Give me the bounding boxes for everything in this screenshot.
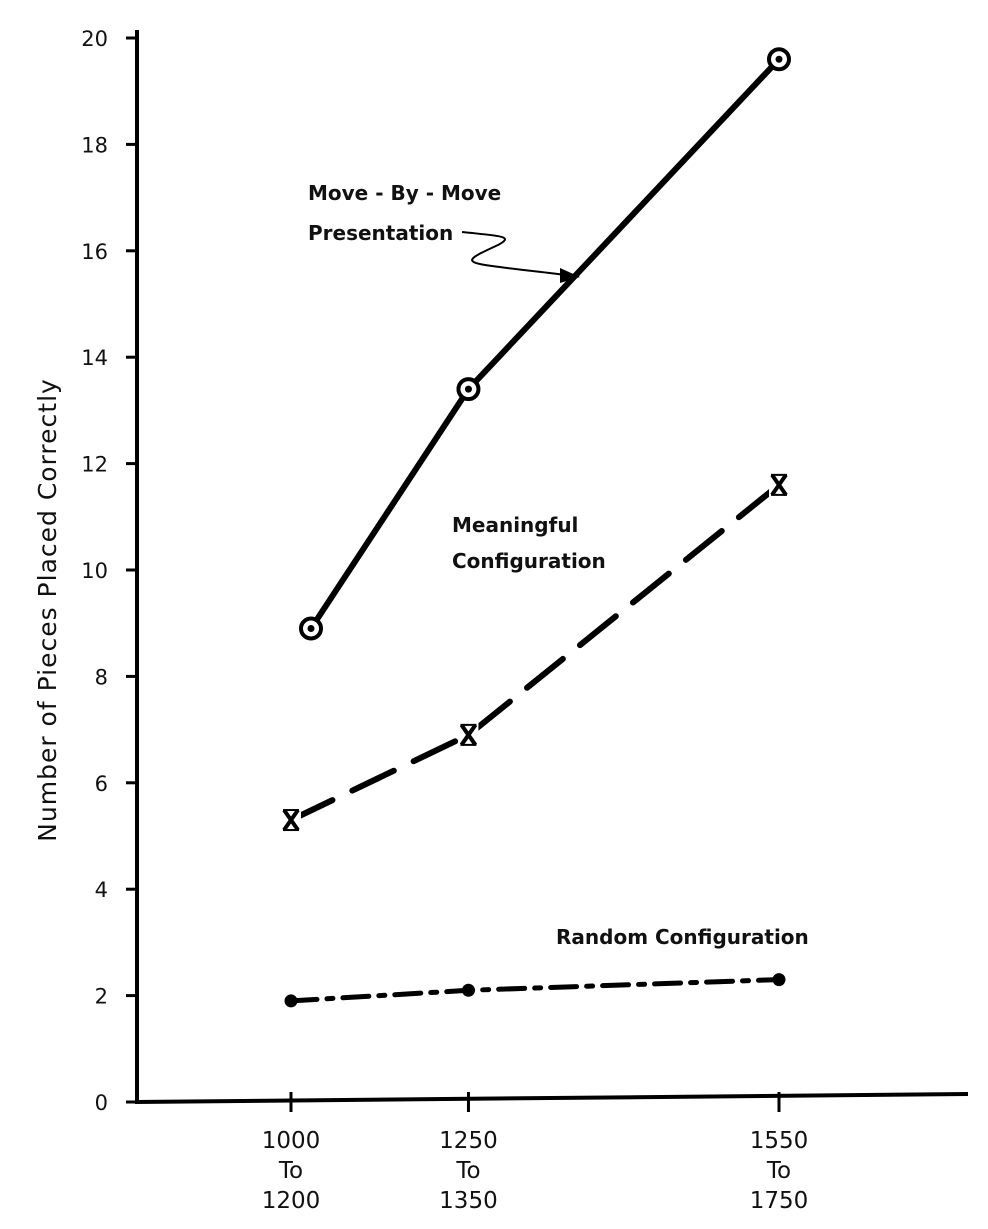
x-category-label: To — [278, 1158, 303, 1184]
series-0 — [299, 47, 791, 641]
x-category-label: To — [455, 1158, 480, 1184]
x-axis — [134, 1092, 969, 1104]
series-label-random: Random Configuration — [556, 925, 809, 949]
y-tick-label: 14 — [81, 346, 108, 370]
x-category-label: To — [766, 1158, 791, 1184]
y-tick-label: 12 — [81, 453, 108, 477]
x-category-label: 1350 — [439, 1188, 498, 1214]
series-1 — [281, 472, 789, 833]
y-ticks: 0 2 4 6 8 10 12 14 16 18 20 — [81, 27, 137, 1115]
x-category-label: 1000 — [262, 1128, 321, 1154]
data-point-center — [464, 385, 472, 393]
data-point-x — [458, 722, 479, 747]
data-point-center — [775, 55, 783, 63]
y-tick-label: 6 — [95, 772, 108, 796]
y-tick-label: 0 — [95, 1091, 108, 1115]
y-axis-label: Number of Pieces Placed Correctly — [33, 378, 62, 842]
y-tick-label: 10 — [81, 559, 108, 583]
series-2 — [284, 973, 786, 1008]
series-label-move-line-2: Presentation — [308, 221, 453, 245]
data-point-center — [307, 625, 315, 633]
y-tick-label: 16 — [81, 240, 108, 264]
data-point-dot — [461, 983, 475, 997]
series-label-meaningful-line-1: Meaningful — [452, 513, 578, 537]
series-layer — [281, 47, 791, 1008]
data-point-dot — [284, 994, 298, 1008]
x-category-labels: 1000 To 1200 1250 To 1350 1550 To 1750 — [262, 1092, 809, 1214]
x-category-label: 1250 — [439, 1128, 498, 1154]
x-category-label: 1550 — [750, 1128, 809, 1154]
series-labels: Move - By - Move Presentation Meaningful… — [308, 181, 809, 949]
data-point-x — [769, 472, 789, 497]
axes — [134, 30, 969, 1104]
y-tick-label: 2 — [95, 985, 108, 1009]
x-category-label: 1200 — [262, 1188, 321, 1214]
x-category-label: 1750 — [750, 1188, 809, 1214]
series-line — [288, 481, 782, 823]
y-tick-label: 20 — [81, 27, 108, 51]
data-point-x — [281, 808, 301, 833]
series-label-move-arrowhead — [560, 268, 580, 283]
y-tick-label: 8 — [95, 665, 108, 689]
data-point-dot — [772, 973, 786, 987]
series-label-move-pointer — [461, 231, 574, 277]
y-tick-label: 18 — [81, 133, 108, 157]
series-line — [288, 977, 782, 1004]
series-label-meaningful-line-2: Configuration — [452, 549, 606, 573]
y-tick-label: 4 — [95, 878, 108, 902]
series-label-move-line-1: Move - By - Move — [308, 181, 501, 205]
